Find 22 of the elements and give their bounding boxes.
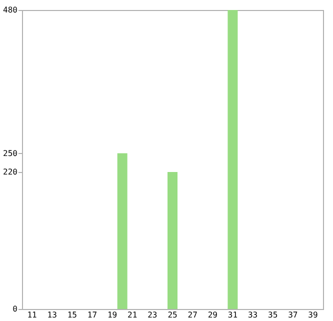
- x-tick-label: 29: [208, 310, 218, 320]
- x-tick-label: 21: [128, 310, 138, 320]
- x-tick-label: 15: [67, 310, 78, 320]
- y-tick-label: 220: [3, 167, 18, 176]
- y-tick-label: 480: [3, 6, 18, 14]
- x-tick-label: 11: [27, 310, 38, 320]
- bar: [228, 10, 238, 309]
- x-tick-label: 27: [188, 310, 198, 320]
- x-tick-label: 37: [288, 310, 298, 320]
- x-tick-label: 25: [168, 310, 178, 320]
- x-tick-label: 31: [228, 310, 238, 320]
- bar: [117, 153, 128, 309]
- x-tick-label: 39: [308, 310, 318, 320]
- y-tick-label: 250: [3, 148, 18, 158]
- x-tick-label: 35: [268, 310, 278, 320]
- x-tick-label: 23: [148, 310, 158, 320]
- x-tick-label: 19: [107, 310, 118, 320]
- bar: [168, 172, 178, 309]
- x-tick-label: 17: [87, 310, 98, 320]
- y-tick-label: 0: [12, 304, 18, 314]
- x-tick-label: 13: [47, 310, 58, 320]
- x-tick-label: 33: [248, 310, 258, 320]
